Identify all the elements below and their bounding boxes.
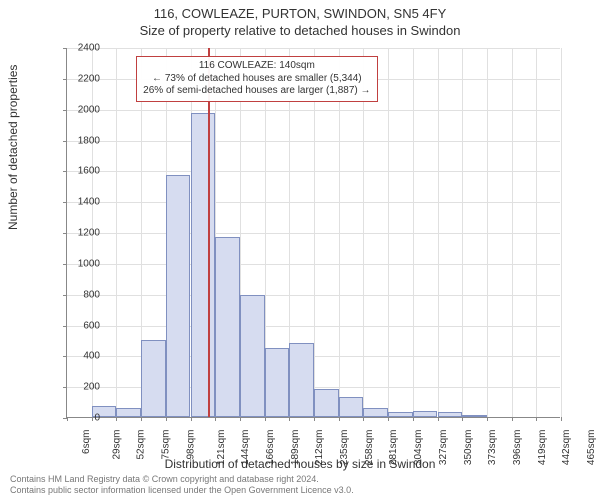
xtick-mark (487, 417, 488, 421)
xtick-mark (561, 417, 562, 421)
xtick-label: 29sqm (111, 430, 122, 460)
gridline-vertical (413, 48, 414, 417)
xtick-mark (215, 417, 216, 421)
y-axis-label: Number of detached properties (6, 65, 20, 230)
xtick-label: 327sqm (438, 430, 449, 466)
xtick-label: 258sqm (364, 430, 375, 466)
xtick-label: 212sqm (314, 430, 325, 466)
ytick-label: 800 (60, 289, 100, 300)
ytick-label: 2200 (60, 73, 100, 84)
xtick-label: 121sqm (216, 430, 227, 466)
histogram-bar (265, 348, 290, 417)
xtick-mark (191, 417, 192, 421)
histogram-bar (116, 408, 141, 417)
histogram-bar (388, 412, 413, 417)
xtick-mark (116, 417, 117, 421)
histogram-bar (314, 389, 339, 417)
marker-line (208, 48, 210, 417)
title-subtitle: Size of property relative to detached ho… (0, 23, 600, 38)
xtick-label: 396sqm (512, 430, 523, 466)
ytick-label: 600 (60, 320, 100, 331)
histogram-bar (363, 408, 388, 417)
footer-line1: Contains HM Land Registry data © Crown c… (10, 474, 354, 485)
footer-line2: Contains public sector information licen… (10, 485, 354, 496)
xtick-label: 465sqm (586, 430, 597, 466)
histogram-bar (413, 411, 438, 417)
ytick-label: 200 (60, 382, 100, 393)
gridline-vertical (363, 48, 364, 417)
gridline-vertical (512, 48, 513, 417)
gridline-vertical (536, 48, 537, 417)
histogram-bar (462, 415, 487, 417)
xtick-label: 98sqm (185, 430, 196, 460)
histogram-bar (438, 412, 463, 417)
histogram-bar (166, 175, 191, 417)
ytick-label: 1200 (60, 228, 100, 239)
xtick-label: 442sqm (561, 430, 572, 466)
ytick-label: 1600 (60, 166, 100, 177)
xtick-label: 52sqm (136, 430, 147, 460)
gridline-vertical (314, 48, 315, 417)
xtick-mark (265, 417, 266, 421)
chart-area: 116 COWLEAZE: 140sqm← 73% of detached ho… (66, 48, 560, 418)
ytick-label: 1400 (60, 197, 100, 208)
histogram-bar (215, 237, 240, 417)
ytick-label: 1000 (60, 258, 100, 269)
xtick-mark (240, 417, 241, 421)
xtick-mark (141, 417, 142, 421)
gridline-vertical (561, 48, 562, 417)
xtick-label: 166sqm (265, 430, 276, 466)
annotation-box: 116 COWLEAZE: 140sqm← 73% of detached ho… (136, 56, 377, 102)
xtick-mark (536, 417, 537, 421)
histogram-bar (339, 397, 364, 417)
xtick-label: 373sqm (487, 430, 498, 466)
xtick-label: 304sqm (413, 430, 424, 466)
xtick-mark (512, 417, 513, 421)
annotation-line3: 26% of semi-detached houses are larger (… (143, 85, 370, 98)
xtick-label: 189sqm (290, 430, 301, 466)
plot-region: 116 COWLEAZE: 140sqm← 73% of detached ho… (66, 48, 560, 418)
xtick-mark (388, 417, 389, 421)
chart-title-block: 116, COWLEAZE, PURTON, SWINDON, SN5 4FY … (0, 0, 600, 38)
ytick-label: 2400 (60, 43, 100, 54)
gridline-vertical (388, 48, 389, 417)
title-address: 116, COWLEAZE, PURTON, SWINDON, SN5 4FY (0, 6, 600, 21)
ytick-label: 1800 (60, 135, 100, 146)
xtick-label: 419sqm (537, 430, 548, 466)
xtick-label: 281sqm (388, 430, 399, 466)
gridline-vertical (339, 48, 340, 417)
gridline-vertical (487, 48, 488, 417)
gridline-vertical (438, 48, 439, 417)
histogram-bar (289, 343, 314, 417)
annotation-line1: 116 COWLEAZE: 140sqm (143, 60, 370, 73)
gridline-vertical (116, 48, 117, 417)
ytick-label: 400 (60, 351, 100, 362)
gridline-vertical (462, 48, 463, 417)
xtick-mark (314, 417, 315, 421)
ytick-label: 0 (60, 413, 100, 424)
xtick-mark (413, 417, 414, 421)
histogram-bar (141, 340, 166, 417)
xtick-mark (462, 417, 463, 421)
xtick-mark (438, 417, 439, 421)
xtick-mark (339, 417, 340, 421)
xtick-mark (166, 417, 167, 421)
annotation-line2: ← 73% of detached houses are smaller (5,… (143, 73, 370, 86)
ytick-label: 2000 (60, 104, 100, 115)
xtick-label: 144sqm (240, 430, 251, 466)
xtick-label: 75sqm (161, 430, 172, 460)
xtick-mark (363, 417, 364, 421)
xtick-label: 235sqm (339, 430, 350, 466)
footer-attribution: Contains HM Land Registry data © Crown c… (10, 474, 354, 496)
xtick-label: 350sqm (463, 430, 474, 466)
histogram-bar (191, 113, 216, 417)
xtick-mark (289, 417, 290, 421)
histogram-bar (240, 295, 265, 417)
xtick-label: 6sqm (81, 430, 92, 454)
